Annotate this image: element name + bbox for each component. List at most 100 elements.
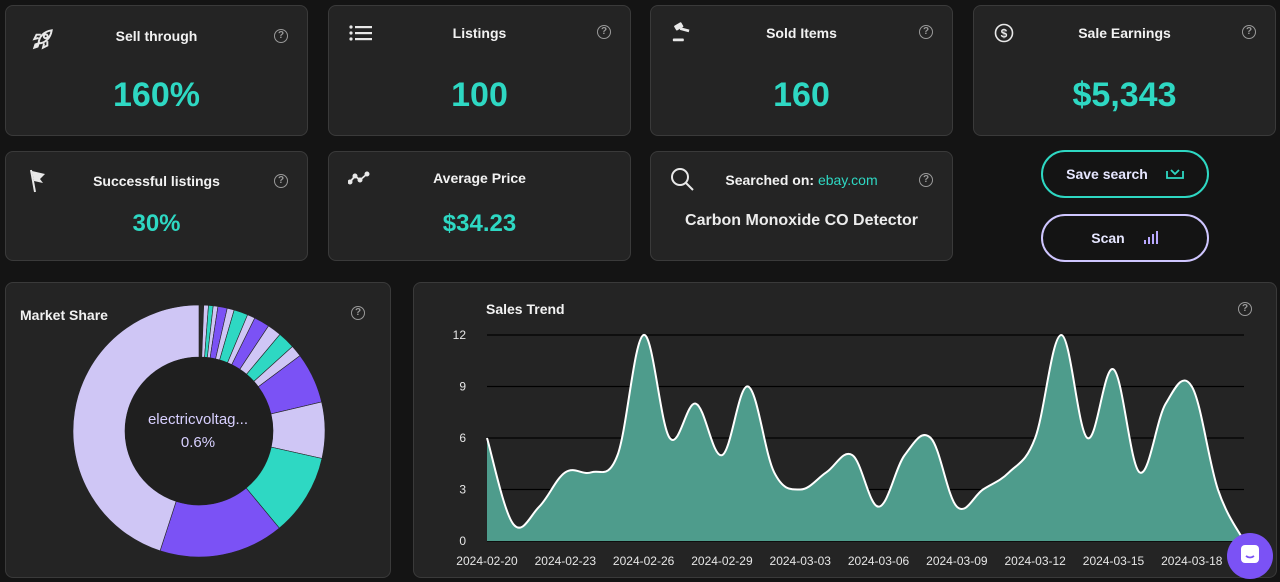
- sales-trend-chart: 0 3 6 9 12 2024-02-20 2024-02-23 2024-02-26 2024…: [453, 328, 1245, 568]
- sale-earnings-value: $5,343: [1072, 76, 1177, 114]
- data-point[interactable]: [664, 432, 676, 444]
- help-icon[interactable]: ?: [1242, 25, 1256, 39]
- gavel-icon: [671, 22, 693, 49]
- x-tick-label: 2024-03-15: [1083, 554, 1145, 568]
- x-tick-label: 2024-02-26: [613, 554, 675, 568]
- listings-card: Listings ? 100: [328, 5, 631, 136]
- data-point[interactable]: [716, 449, 728, 461]
- help-icon[interactable]: ?: [274, 174, 288, 188]
- data-point[interactable]: [768, 466, 780, 478]
- chat-icon: [1239, 543, 1261, 570]
- sales-trend-title: Sales Trend: [486, 301, 565, 317]
- search-icon: [669, 166, 695, 197]
- successful-listings-card: Successful listings ? 30%: [5, 151, 308, 261]
- x-tick-label: 2024-03-18: [1161, 554, 1223, 568]
- donut-center-value: 0.6%: [180, 434, 216, 451]
- successful-listings-label: Successful listings: [93, 173, 220, 189]
- data-point[interactable]: [742, 381, 754, 393]
- data-point[interactable]: [1107, 363, 1119, 375]
- listings-value: 100: [451, 76, 508, 114]
- data-point[interactable]: [820, 466, 832, 478]
- y-tick-label: 6: [459, 431, 466, 445]
- help-icon[interactable]: ?: [597, 25, 611, 39]
- average-price-card: Average Price $34.23: [328, 151, 631, 261]
- market-share-panel: Market Share ? electricvoltag... 0.6%: [5, 282, 391, 578]
- sales-line: [486, 333, 1245, 542]
- data-point[interactable]: [925, 432, 937, 444]
- sell-through-card: Sell through ? 160%: [5, 5, 308, 136]
- data-point[interactable]: [533, 501, 545, 513]
- market-share-donut[interactable]: [69, 301, 329, 561]
- data-point[interactable]: [1212, 484, 1224, 496]
- data-point[interactable]: [612, 449, 624, 461]
- download-icon: [1165, 166, 1184, 182]
- data-point[interactable]: [481, 432, 493, 444]
- dollar-icon: $: [994, 23, 1014, 48]
- sell-through-value: 160%: [113, 76, 200, 114]
- data-point[interactable]: [1029, 432, 1041, 444]
- x-tick-label: 2024-02-20: [456, 554, 518, 568]
- search-query: Carbon Monoxide CO Detector: [685, 212, 918, 229]
- sales-area: [487, 334, 1244, 541]
- help-icon[interactable]: ?: [919, 25, 933, 39]
- y-tick-label: 9: [459, 380, 466, 394]
- data-point[interactable]: [559, 466, 571, 478]
- sold-items-value: 160: [773, 76, 830, 114]
- help-icon[interactable]: ?: [274, 29, 288, 43]
- sales-trend-panel: Sales Trend ? 0 3 6 9 12 2024-02-20 2024-02-23…: [413, 282, 1277, 578]
- market-share-title: Market Share: [20, 307, 108, 323]
- svg-text:$: $: [1001, 27, 1008, 41]
- sold-items-label: Sold Items: [766, 25, 837, 41]
- data-point[interactable]: [1081, 432, 1093, 444]
- scan-button[interactable]: Scan: [1041, 214, 1209, 262]
- searched-on-line: Searched on: ebay.com: [651, 172, 952, 188]
- average-price-label: Average Price: [433, 170, 526, 186]
- x-tick-label: 2024-03-06: [848, 554, 910, 568]
- data-point[interactable]: [1160, 398, 1172, 410]
- scan-label: Scan: [1091, 230, 1125, 246]
- donut-hole: [125, 357, 273, 505]
- data-point[interactable]: [977, 484, 989, 496]
- data-point[interactable]: [1186, 381, 1198, 393]
- x-tick-label: 2024-02-23: [535, 554, 597, 568]
- data-point[interactable]: [873, 501, 885, 513]
- x-tick-label: 2024-03-03: [770, 554, 832, 568]
- data-point[interactable]: [951, 501, 963, 513]
- help-icon[interactable]: ?: [1238, 302, 1252, 316]
- donut-center-name: electricvoltag...: [147, 411, 249, 428]
- sell-through-label: Sell through: [115, 28, 198, 44]
- data-point[interactable]: [1055, 329, 1067, 341]
- help-icon[interactable]: ?: [919, 173, 933, 187]
- sale-earnings-card: $ Sale Earnings ? $5,343: [973, 5, 1276, 136]
- data-point[interactable]: [846, 449, 858, 461]
- save-search-button[interactable]: Save search: [1041, 150, 1209, 198]
- y-tick-label: 12: [453, 328, 467, 342]
- data-point[interactable]: [1003, 466, 1015, 478]
- data-point[interactable]: [507, 518, 519, 530]
- searched-on-label: Searched on:: [725, 172, 815, 188]
- rocket-icon: [30, 26, 56, 57]
- average-price-value: $34.23: [442, 210, 517, 237]
- x-tick-label: 2024-03-09: [926, 554, 988, 568]
- save-search-label: Save search: [1066, 166, 1148, 182]
- sold-items-card: Sold Items ? 160: [650, 5, 953, 136]
- flag-icon: [28, 168, 48, 199]
- searched-on-card: Searched on: ebay.com ? Carbon Monoxide …: [650, 151, 953, 261]
- searched-on-site-link[interactable]: ebay.com: [817, 172, 878, 188]
- x-tick-label: 2024-02-29: [691, 554, 753, 568]
- data-point[interactable]: [1134, 466, 1146, 478]
- data-point[interactable]: [794, 484, 806, 496]
- y-tick-label: 3: [459, 483, 466, 497]
- data-point[interactable]: [899, 449, 911, 461]
- listings-label: Listings: [452, 25, 507, 41]
- sale-earnings-label: Sale Earnings: [1078, 25, 1171, 41]
- list-icon: [349, 25, 373, 48]
- y-tick-label: 0: [459, 534, 466, 548]
- data-point[interactable]: [638, 329, 650, 341]
- successful-listings-value: 30%: [132, 210, 181, 237]
- trend-icon: [347, 171, 370, 190]
- data-point[interactable]: [690, 398, 702, 410]
- help-icon[interactable]: ?: [351, 306, 365, 320]
- data-point[interactable]: [585, 466, 597, 478]
- chat-button[interactable]: [1227, 533, 1273, 579]
